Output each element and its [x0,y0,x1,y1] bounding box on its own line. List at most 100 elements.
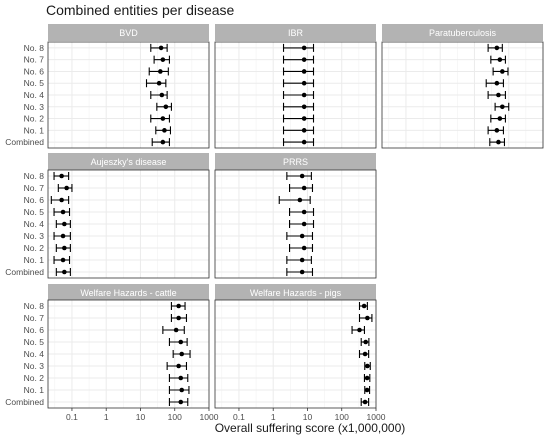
data-point-group [166,362,188,370]
data-point-group [50,196,70,204]
data-point-group [53,172,70,180]
data-point-group [489,138,506,147]
x-tick-label: 1 [104,412,109,422]
data-point-group [150,114,170,123]
panel-strip [215,24,376,41]
data-point [496,139,501,145]
data-point [158,45,164,51]
data-point [357,327,362,333]
data-point [62,269,67,275]
x-tick-label: 10 [303,412,313,422]
data-point-group [487,43,503,52]
data-point-group [156,102,172,111]
data-point-group [53,256,71,264]
data-point-group [282,114,315,123]
data-point [301,221,307,227]
data-point-group [286,172,312,180]
data-point [299,233,305,239]
y-tick-label: No. 4 [24,219,45,229]
panel-border [47,169,210,279]
y-tick-label: No. 4 [24,349,45,359]
data-point-group [487,126,504,135]
y-tick-label: No. 8 [24,43,45,53]
panel-strip [382,24,543,41]
data-point [162,128,167,133]
data-point [362,351,368,357]
data-point [301,92,307,98]
y-tick-label: No. 3 [24,231,45,241]
panel-border [47,41,210,149]
data-point-group [360,398,370,406]
panel-strip [48,153,209,170]
panel-strip [215,284,376,301]
data-point [301,245,307,251]
data-point-group [170,314,188,322]
data-point [160,116,166,121]
y-tick-label: No. 7 [24,183,45,193]
data-point-group [490,55,506,64]
y-tick-label: No. 5 [24,78,45,88]
data-point-group [168,386,190,394]
data-point [494,128,500,133]
data-point [158,69,163,74]
y-tick-label: No. 5 [24,207,45,217]
y-tick-label: No. 2 [24,373,45,383]
data-point-group [282,67,315,76]
y-tick-label: Combined [5,137,44,147]
data-point [301,57,307,62]
y-tick-label: No. 7 [24,313,45,323]
y-tick-label: No. 7 [24,55,45,65]
data-point-group [282,91,315,99]
x-tick-label: 1000 [200,412,219,422]
data-point [301,128,307,133]
data-point-group [162,326,185,334]
y-tick-label: No. 6 [24,66,45,76]
data-point [178,339,184,345]
x-tick-label: 10 [136,412,146,422]
data-point-group [55,268,71,276]
data-point [364,387,370,393]
data-point-group [172,350,191,358]
data-point-group [150,43,168,52]
data-point [176,363,181,369]
data-point-group [282,126,315,135]
data-point [301,45,307,51]
panel-strip-label: Welfare Hazards - pigs [250,288,342,298]
y-tick-label: Combined [5,267,44,277]
panel-strip-label: Welfare Hazards - cattle [80,288,176,298]
x-tick-label: 100 [168,412,182,422]
data-point [60,233,66,239]
panel-border [381,41,544,149]
data-point-group [148,67,169,76]
data-point [365,363,370,369]
data-point-group [168,338,188,346]
data-point [361,303,367,309]
data-point [301,104,307,110]
panel-border [214,299,377,409]
data-point [301,116,307,121]
x-axis-label: Overall suffering score (x1,000,000) [214,421,406,435]
y-tick-label: No. 1 [24,255,45,265]
data-point-group [364,362,371,370]
data-point [156,80,162,86]
y-tick-label: No. 6 [24,325,45,335]
data-point-group [358,302,368,310]
data-point [176,303,181,309]
data-point [176,315,181,321]
data-point-group [494,102,510,111]
y-tick-label: No. 8 [24,301,45,311]
data-point [178,399,184,405]
y-tick-label: No. 3 [24,102,45,112]
data-point [299,173,305,179]
chart-title: Combined entities per disease [46,2,235,18]
data-point [299,269,305,275]
panel-border [214,169,377,279]
y-tick-label: No. 2 [24,114,45,124]
x-tick-label: 100 [335,412,349,422]
data-point [362,399,368,405]
data-point-group [485,79,504,88]
x-tick-label: 1000 [367,412,386,422]
data-point [59,197,64,203]
x-tick-label: 0.1 [233,412,245,422]
